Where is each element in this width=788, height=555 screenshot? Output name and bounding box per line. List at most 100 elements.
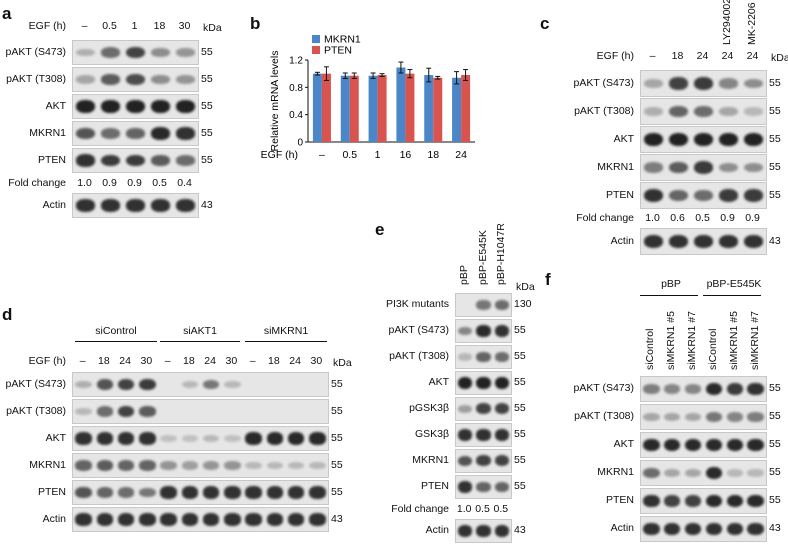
lane-label: 24 <box>119 355 131 367</box>
band <box>476 482 491 492</box>
band <box>309 432 326 445</box>
y-tick-label: 1.2 <box>289 56 303 67</box>
band <box>693 190 714 201</box>
kda-marker: 55 <box>769 160 781 173</box>
band <box>224 486 241 499</box>
condition-label: EGF (h) <box>596 50 634 62</box>
fold-change-value: 0.5 <box>152 177 167 189</box>
kda-marker: 43 <box>201 198 213 211</box>
band <box>202 513 220 526</box>
band <box>245 486 262 499</box>
band <box>75 460 92 471</box>
blot-panels-a-actin <box>72 193 199 218</box>
row-label: pAKT (S473) <box>5 377 66 390</box>
row-label: pAKT (S473) <box>388 324 449 336</box>
band <box>494 482 509 492</box>
band <box>125 100 146 113</box>
kda-marker: 130 <box>514 298 532 310</box>
lane-label: 24 <box>721 50 734 62</box>
blot-panels-a-rows-3 <box>72 121 199 146</box>
band <box>125 128 146 139</box>
band <box>693 161 714 174</box>
band <box>245 461 262 470</box>
kda-marker: 55 <box>514 350 526 362</box>
kda-header: kDa <box>333 357 352 369</box>
row-label: GSK3β <box>414 428 449 440</box>
band <box>643 132 664 147</box>
fold-change-value: 0.9 <box>127 177 142 189</box>
kda-marker: 55 <box>331 458 343 471</box>
kda-marker: 55 <box>514 324 526 336</box>
condition-label: EGF (h) <box>28 20 66 32</box>
band <box>743 234 764 249</box>
blot-panels-e-actin <box>455 519 512 543</box>
band <box>266 513 284 526</box>
blot-panels-c-rows-2 <box>640 126 767 153</box>
band <box>150 199 171 212</box>
band <box>458 404 473 413</box>
band <box>75 75 96 84</box>
band <box>125 73 146 86</box>
band <box>202 461 220 470</box>
band <box>664 468 681 478</box>
band <box>668 132 689 147</box>
band <box>75 100 96 113</box>
band <box>476 300 491 310</box>
lane-label: 18 <box>671 50 684 62</box>
band <box>494 429 509 441</box>
row-label: pAKT (T308) <box>389 350 449 362</box>
group-underline <box>640 295 698 296</box>
bar <box>424 75 434 142</box>
band <box>139 460 156 471</box>
band <box>175 75 196 84</box>
band <box>743 107 764 116</box>
row-label: Actin <box>42 512 66 525</box>
band <box>245 432 262 445</box>
fold-change-value: 0.4 <box>177 177 192 189</box>
x-tick-label: 18 <box>427 149 439 161</box>
band <box>643 107 664 116</box>
blot-panels-e-rows-2 <box>455 345 512 369</box>
band <box>309 513 326 526</box>
band <box>266 432 284 445</box>
fold-change-label: Fold change <box>391 503 449 515</box>
band <box>747 522 764 536</box>
band <box>494 325 509 337</box>
bar <box>405 73 415 142</box>
band <box>664 494 681 507</box>
kda-marker: 55 <box>514 454 526 466</box>
band <box>181 434 199 443</box>
band <box>175 199 196 212</box>
blot-panels-e-rows-7 <box>455 475 512 499</box>
bar <box>377 75 387 142</box>
band <box>96 406 114 417</box>
blot-panels-a-rows-4 <box>72 148 199 173</box>
panel-c-label: c <box>540 14 550 33</box>
band <box>150 100 171 113</box>
blot-panels-e-rows-5 <box>455 423 512 447</box>
band <box>718 78 739 89</box>
band <box>494 376 509 390</box>
kda-marker: 43 <box>331 512 343 525</box>
fold-change-value: 0.6 <box>670 212 685 224</box>
lane-label: 30 <box>225 355 238 367</box>
band <box>202 434 220 443</box>
lane-label: 18 <box>268 355 280 367</box>
row-label: pAKT (S473) <box>573 76 634 89</box>
lane-label: – <box>81 20 88 32</box>
lane-label: 18 <box>183 355 195 367</box>
band <box>160 461 177 470</box>
band <box>726 382 743 396</box>
band <box>139 378 156 391</box>
group-label: siMKRN1 <box>263 325 309 337</box>
row-label: MKRN1 <box>412 454 449 466</box>
panel-a-label: a <box>2 4 12 23</box>
band <box>96 487 114 498</box>
band <box>668 105 689 118</box>
blot-panels-d-actin <box>72 507 329 532</box>
bar <box>452 77 462 142</box>
lane-label: siMKRN1 #5 <box>727 311 740 370</box>
band <box>705 466 723 480</box>
row-label: pAKT (S473) <box>5 45 66 58</box>
